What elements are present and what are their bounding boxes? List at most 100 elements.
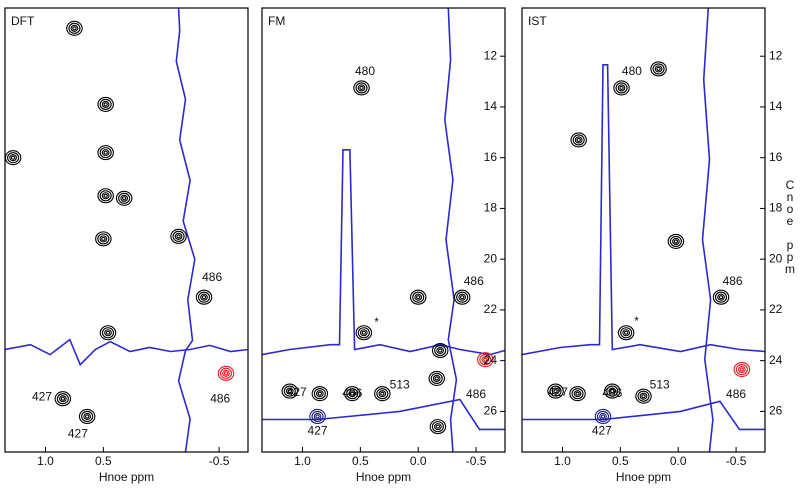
contour-ring [361, 330, 367, 335]
peak-label: 486 [464, 274, 484, 288]
contour-ring [350, 391, 355, 396]
peak [78, 408, 96, 425]
contour-ring [650, 61, 667, 77]
peak [353, 80, 370, 96]
contour-ring [733, 361, 751, 378]
contour-ring [103, 193, 108, 198]
contour-ring [553, 389, 558, 394]
peak [170, 228, 187, 244]
contour-ring [574, 136, 583, 144]
peak-label: 406 [602, 386, 622, 400]
contour-ring [315, 414, 320, 419]
contour-ring [479, 354, 492, 366]
y-tick-label: 22 [484, 302, 498, 316]
contour-ring [613, 80, 630, 96]
contour-ring [99, 235, 108, 243]
peak [115, 190, 133, 206]
x-tick-label: 0.0 [670, 454, 687, 468]
peak [355, 325, 373, 341]
contour-ring [357, 84, 366, 92]
peak [635, 388, 652, 404]
contour-ring [99, 190, 112, 202]
contour-ring [599, 412, 607, 421]
contour-ring [414, 293, 423, 301]
panel-title: IST [528, 14, 547, 28]
y-axis-label: Cnoe ppm [783, 178, 797, 274]
contour-ring [99, 325, 117, 341]
plot-frame [521, 7, 766, 453]
contour-ring [68, 22, 81, 34]
contour-ring [673, 239, 679, 244]
contour-ring [219, 367, 233, 379]
panel-title: DFT [11, 14, 35, 28]
contour-ring [434, 344, 447, 357]
contour-ring [712, 289, 730, 305]
contour-ring [547, 383, 564, 399]
peak-label: 427 [592, 424, 612, 438]
peak [311, 386, 329, 402]
contour-ring [78, 408, 96, 425]
contour-ring [359, 85, 364, 90]
contour-ring [105, 330, 111, 335]
contour-ring [101, 149, 110, 157]
contour-ring [66, 20, 83, 36]
contour-ring [95, 231, 112, 247]
peak-label: 486 [723, 274, 743, 288]
y-tick-label: 12 [769, 48, 783, 62]
y-tick-label: 24 [769, 353, 783, 367]
peak [195, 289, 213, 305]
peak-label: * [634, 314, 639, 328]
contour-ring [617, 84, 626, 92]
contour-ring [639, 392, 648, 400]
x-tick-label: 0.5 [95, 454, 112, 468]
contour-ring [623, 330, 629, 335]
contour-ring [459, 295, 465, 300]
contour-ring [313, 412, 322, 421]
contour-ring [201, 295, 207, 300]
contour-ring [355, 82, 368, 94]
contour-ring [667, 233, 685, 249]
contour-ring [549, 385, 562, 397]
peak-label: 480 [355, 64, 375, 78]
y-tick-label: 16 [484, 150, 498, 164]
contour-ring [380, 391, 385, 396]
contour-ring [481, 356, 490, 364]
contour-ring [120, 194, 129, 202]
contour-ring [222, 369, 230, 377]
contour-ring [357, 327, 370, 339]
contour-ring [571, 388, 584, 400]
contour-ring [637, 390, 650, 402]
contour-ring [619, 85, 624, 90]
trace-line [175, 8, 196, 452]
contour-ring [104, 329, 112, 337]
contour-ring [458, 293, 467, 301]
contour-ring [436, 346, 445, 355]
contour-ring [622, 329, 630, 337]
x-tick-label: 1.0 [554, 454, 571, 468]
peak [604, 383, 621, 399]
contour-ring [569, 386, 586, 402]
peak [409, 289, 427, 305]
peak [428, 370, 445, 386]
contour-ring [101, 100, 110, 108]
peak-label: 513 [390, 378, 410, 392]
peak [344, 386, 361, 402]
contour-ring [572, 134, 585, 146]
peak-label: 427 [32, 390, 52, 404]
contour-ring [99, 98, 112, 110]
x-tick-label: 0.5 [612, 454, 629, 468]
peak-label: 406 [342, 386, 362, 400]
contour-ring [283, 385, 296, 397]
peak-label: 486 [726, 387, 746, 401]
contour-ring [59, 395, 67, 403]
trace-line [262, 398, 505, 431]
y-tick-label: 24 [484, 353, 498, 367]
peak [99, 325, 117, 341]
contour-ring [432, 374, 441, 382]
contour-ring [346, 388, 359, 400]
panel: DFT 1.0 0.5 -0.5 Hnoe ppm 486 486 427 427 [4, 7, 249, 484]
x-tick-label: -0.5 [209, 454, 230, 468]
contour-ring [355, 325, 373, 341]
contour-ring [434, 376, 439, 381]
